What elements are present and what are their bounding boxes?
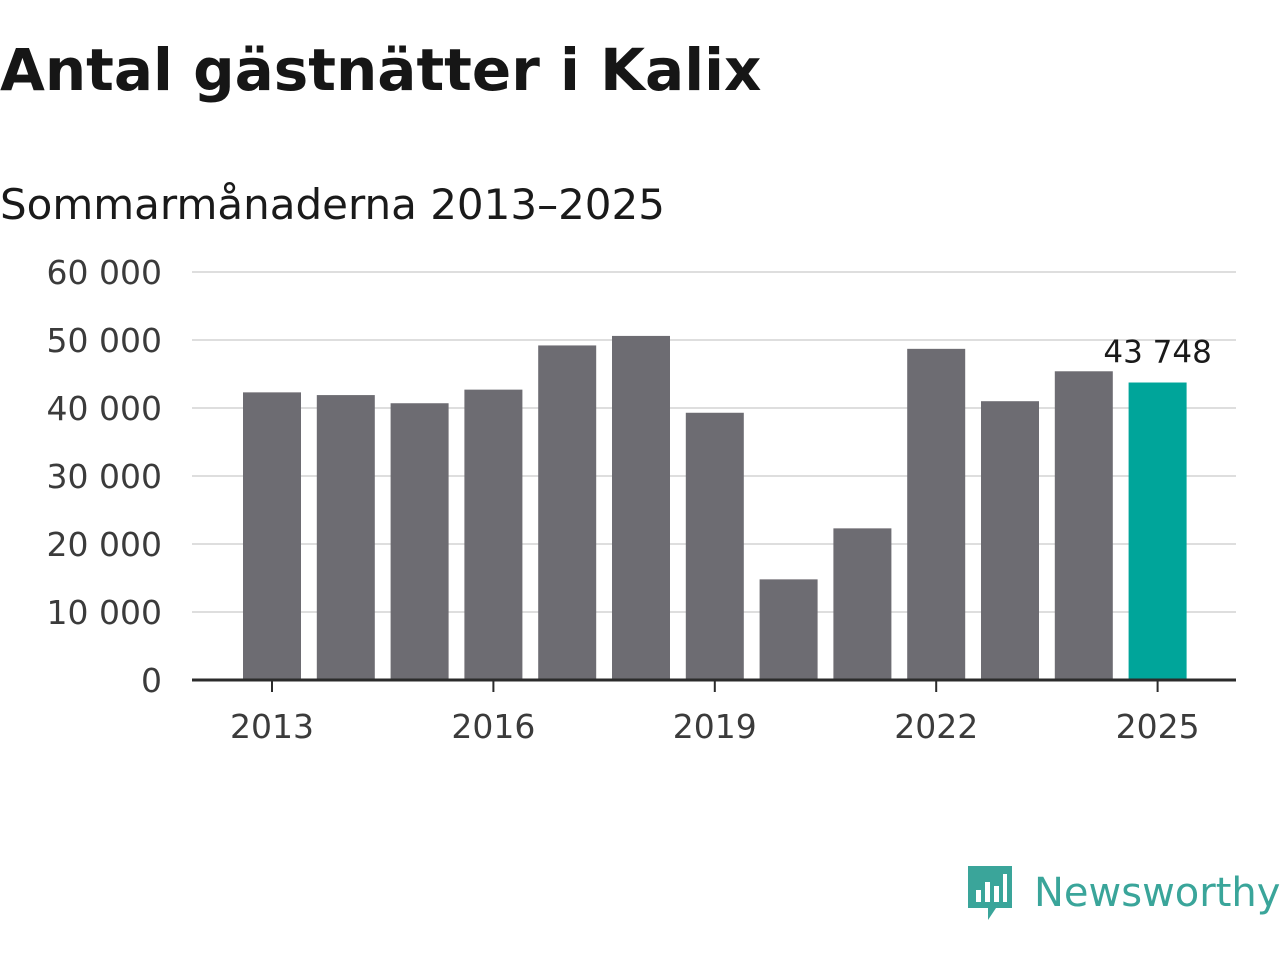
bar-2018 [612,335,670,680]
x-tick-label: 2016 [451,707,535,746]
bar-2013 [243,392,301,680]
bar-2023 [981,401,1039,680]
data-label: 43 748 [1103,335,1211,371]
x-tick-label: 2013 [230,707,314,746]
bar-2021 [833,528,892,680]
bar-2017 [538,345,597,680]
y-tick-label: 20 000 [47,525,162,564]
y-tick-label: 30 000 [47,457,162,496]
x-tick-label: 2025 [1116,707,1200,746]
bar-2025 [1128,382,1187,680]
bar-2016 [464,389,523,680]
chart-subtitle: Sommarmånaderna 2013–2025 [0,180,665,229]
x-tick-label: 2019 [673,707,757,746]
y-tick-label: 60 000 [47,253,162,292]
bar-2022 [907,348,966,680]
y-tick-label: 50 000 [47,321,162,360]
bar-2019 [685,412,744,680]
chart-title: Antal gästnätter i Kalix [0,36,762,104]
chart-speech-bubble-icon [968,866,1012,920]
x-tick-label: 2022 [894,707,978,746]
brand-logo: Newsworthy [964,862,1280,924]
bar-2020 [759,579,818,680]
y-tick-label: 0 [141,661,162,700]
bar-2015 [390,403,449,680]
y-tick-label: 10 000 [47,593,162,632]
bar-2014 [316,395,375,680]
brand-name: Newsworthy [1034,870,1280,916]
bar-2024 [1054,371,1113,680]
y-tick-label: 40 000 [47,389,162,428]
